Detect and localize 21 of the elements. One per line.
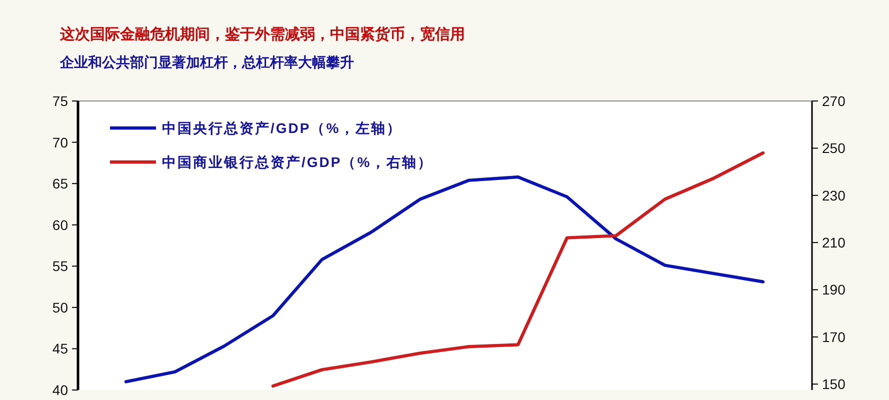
y2-tick-label: 270 — [822, 93, 846, 109]
chart-title: 这次国际金融危机期间，鉴于外需减弱，中国紧货币，宽信用 — [59, 25, 465, 43]
line-series — [271, 151, 765, 388]
y-tick-label: 65 — [52, 176, 68, 192]
y-tick-label: 50 — [52, 299, 68, 316]
y2-tick-label: 170 — [822, 328, 846, 345]
line-series — [124, 175, 765, 384]
y-tick-label: 70 — [52, 134, 68, 150]
chart-subtitle: 企业和公共部门显著加杠杆，总杠杆率大幅攀升 — [59, 54, 354, 70]
legend-label: 中国商业银行总资产/GDP（%，右轴） — [162, 154, 434, 170]
y-tick-label: 55 — [52, 258, 68, 274]
y-tick-label: 60 — [52, 216, 68, 233]
y-tick-label: 45 — [52, 340, 68, 357]
y2-tick-label: 210 — [822, 234, 846, 251]
legend-label: 中国央行总资产/GDP（%，左轴） — [162, 120, 402, 136]
y2-tick-label: 150 — [822, 376, 846, 392]
y-tick-label: 40 — [52, 382, 68, 398]
y2-tick-label: 250 — [822, 140, 846, 156]
y2-tick-label: 230 — [822, 187, 846, 204]
y2-tick-label: 190 — [822, 282, 846, 298]
y-tick-label: 75 — [52, 93, 68, 109]
